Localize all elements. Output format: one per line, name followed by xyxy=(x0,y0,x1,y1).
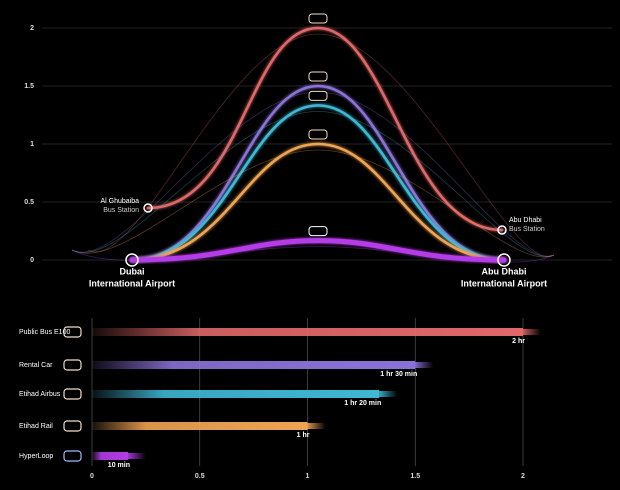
y-tick-label: 1 xyxy=(30,141,34,148)
value-label: 10 min xyxy=(108,462,130,469)
station-marker xyxy=(497,225,507,235)
route-icon xyxy=(308,90,328,101)
y-tick-label: 1.5 xyxy=(24,83,34,90)
route-arc xyxy=(130,142,506,262)
route-icon xyxy=(308,226,328,237)
bar-tail xyxy=(379,391,398,397)
route-icon xyxy=(308,129,328,140)
bar xyxy=(92,361,416,369)
category-label: Rental Car xyxy=(19,362,53,369)
bar xyxy=(92,422,308,430)
category-icon xyxy=(63,388,82,400)
arc-ribbon xyxy=(87,33,553,257)
route-arc xyxy=(146,26,504,232)
bar-tail xyxy=(415,362,434,368)
x-tick-label: 0 xyxy=(90,473,94,480)
station-sublabel: Bus Station xyxy=(103,207,139,214)
route-arc xyxy=(129,238,507,263)
station-marker xyxy=(125,253,139,267)
y-tick-label: 0.5 xyxy=(24,199,34,206)
station-name: Dubai xyxy=(119,266,144,276)
bar xyxy=(92,390,380,398)
bar-tail xyxy=(127,453,146,459)
bar xyxy=(92,328,523,336)
bar xyxy=(92,452,128,460)
route-arc xyxy=(130,104,506,262)
arc-ribbon xyxy=(71,110,555,258)
x-tick-label: 2 xyxy=(521,473,525,480)
station-sublabel: Bus Station xyxy=(509,226,545,233)
x-tick-label: 0.5 xyxy=(195,473,205,480)
route-icon xyxy=(308,13,328,24)
value-label: 2 hr xyxy=(512,338,525,345)
y-tick-label: 2 xyxy=(30,25,34,32)
station-sublabel: International Airport xyxy=(89,278,175,288)
category-icon xyxy=(63,359,82,371)
route-arc xyxy=(130,84,506,262)
x-tick-label: 1.5 xyxy=(410,473,420,480)
category-label: Public Bus E100 xyxy=(19,329,70,336)
category-label: HyperLoop xyxy=(19,453,53,460)
station-name: Abu Dhabi xyxy=(482,266,527,276)
bar-tail xyxy=(523,329,541,335)
value-label: 1 hr xyxy=(297,432,310,439)
y-tick-label: 0 xyxy=(30,257,34,264)
category-icon xyxy=(63,326,82,338)
station-sublabel: International Airport xyxy=(461,278,547,288)
station-name: Abu Dhabi xyxy=(509,217,542,224)
category-icon xyxy=(63,450,82,462)
category-label: Etihad Airbus xyxy=(19,391,61,398)
value-label: 1 hr 30 min xyxy=(380,371,417,378)
station-marker xyxy=(143,203,153,213)
route-icon xyxy=(308,71,328,82)
category-label: Etihad Rail xyxy=(19,423,53,430)
station-marker xyxy=(497,253,511,267)
arc-ribbon xyxy=(71,149,555,258)
station-name: Al Ghubaiba xyxy=(100,198,139,205)
value-label: 1 hr 20 min xyxy=(344,400,381,407)
category-icon xyxy=(63,420,82,432)
x-tick-label: 1 xyxy=(306,473,310,480)
bar-tail xyxy=(307,423,326,429)
